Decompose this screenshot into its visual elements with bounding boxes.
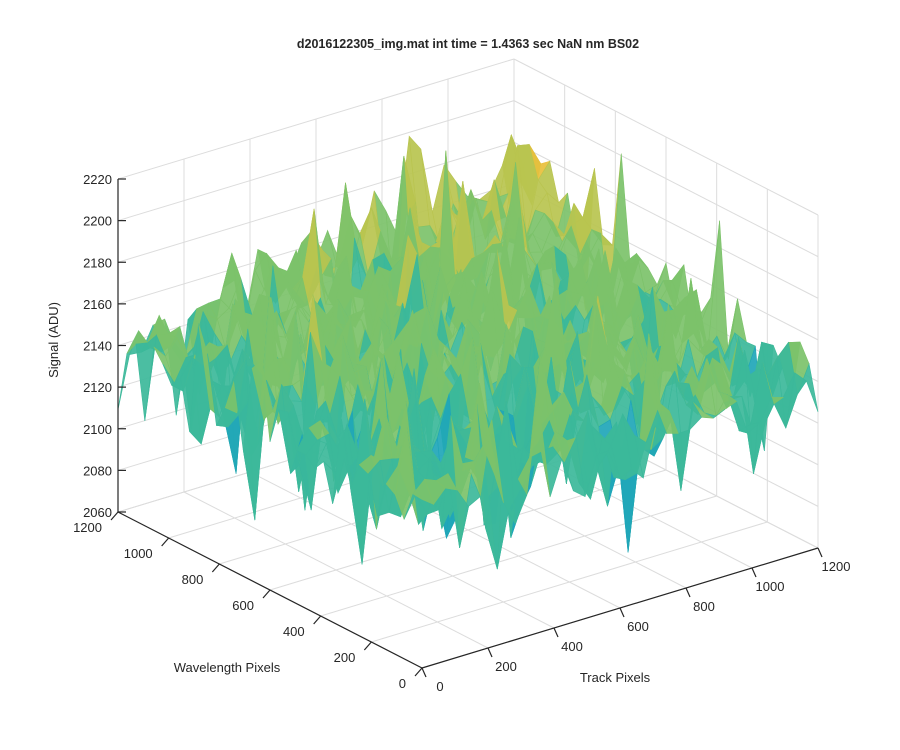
x-tick-label: 600	[627, 619, 649, 634]
z-tick-label: 2140	[83, 339, 112, 354]
y-tick-mark	[161, 537, 170, 547]
grid-line	[117, 141, 515, 263]
y-tick-label: 200	[334, 650, 356, 665]
grid-line	[371, 521, 768, 643]
z-tick-label: 2200	[83, 214, 112, 229]
grid-line	[269, 469, 667, 591]
grid-line	[513, 58, 819, 216]
y-tick-label: 400	[283, 624, 305, 639]
ticks-layer: 0 200 400 600 800 1000 1200 0 200 400 600 800 1000 12…	[73, 172, 850, 694]
x-tick-mark	[817, 547, 823, 558]
grid-line	[513, 141, 819, 299]
y-tick-label: 600	[232, 598, 254, 613]
x-tick-mark	[751, 567, 757, 578]
x-tick-mark	[685, 587, 691, 598]
grid-line	[320, 495, 717, 617]
z-tick-label: 2060	[83, 505, 112, 520]
z-tick-label: 2080	[83, 463, 112, 478]
x-axis-label: Track Pixels	[580, 670, 651, 685]
z-tick-label: 2160	[83, 297, 112, 312]
y-tick-label: 0	[399, 676, 406, 691]
x-tick-label: 1200	[822, 559, 851, 574]
grid-line	[117, 58, 515, 180]
x-tick-label: 400	[561, 639, 583, 654]
x-tick-label: 200	[495, 659, 517, 674]
grid-line	[117, 100, 515, 222]
y-tick-mark	[414, 667, 423, 677]
y-axis-label: Wavelength Pixels	[174, 660, 281, 675]
y-tick-mark	[313, 615, 322, 625]
x-tick-mark	[553, 627, 559, 638]
z-tick-label: 2120	[83, 380, 112, 395]
z-tick-label: 2100	[83, 422, 112, 437]
x-tick-label: 800	[693, 599, 715, 614]
z-axis-label: Signal (ADU)	[46, 302, 61, 378]
x-tick-mark	[619, 607, 625, 618]
y-tick-label: 1200	[73, 520, 102, 535]
chart-title: d2016122305_img.mat int time = 1.4363 se…	[297, 37, 639, 51]
y-tick-mark	[363, 641, 372, 651]
x-tick-label: 1000	[756, 579, 785, 594]
z-tick-label: 2180	[83, 255, 112, 270]
y-tick-label: 800	[182, 572, 204, 587]
z-tick-label: 2220	[83, 172, 112, 187]
y-tick-mark	[110, 511, 119, 521]
y-tick-mark	[211, 563, 220, 573]
surface-patch	[412, 478, 435, 505]
x-tick-label: 0	[436, 679, 443, 694]
y-tick-mark	[262, 589, 271, 599]
grid-line	[513, 100, 819, 258]
y-tick-label: 1000	[124, 546, 153, 561]
x-tick-mark	[487, 647, 493, 658]
surface-patch	[707, 220, 729, 360]
surface-layer	[117, 133, 819, 570]
x-tick-mark	[421, 667, 427, 678]
